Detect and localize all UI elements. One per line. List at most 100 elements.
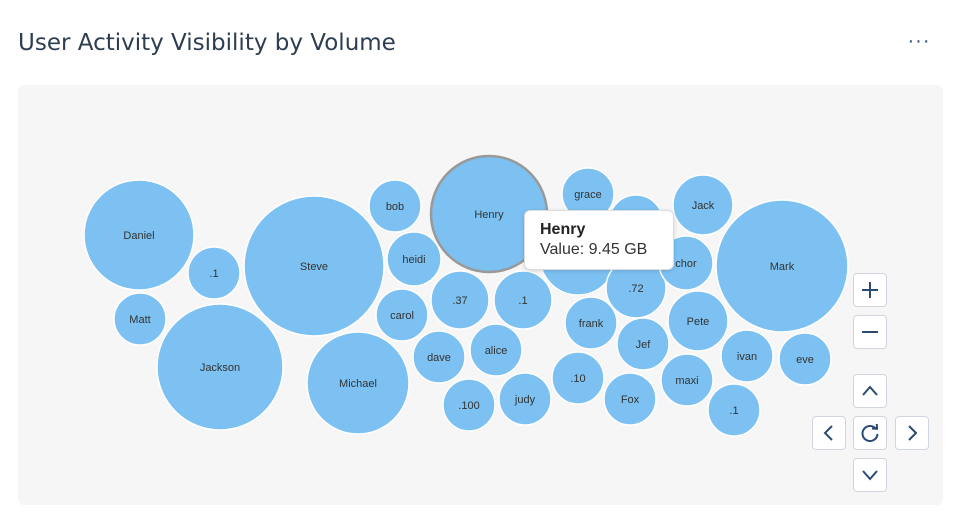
bubble-circle[interactable] [430,270,490,330]
bubble-label: judy [514,394,536,406]
bubble-1[interactable]: .1 [493,270,553,330]
bubble-circle[interactable] [720,329,774,383]
bubble-circle[interactable] [306,331,410,435]
bubble-circle[interactable] [672,174,734,236]
bubble-label: Steve [300,261,328,273]
bubble-circle[interactable] [498,372,552,426]
reset-view-button[interactable] [853,416,887,450]
bubble-circle[interactable] [83,179,195,291]
bubble-label: .10 [570,373,585,385]
bubble-label: Jack [692,200,715,212]
more-options-icon[interactable]: ··· [907,30,931,52]
bubble-Pete[interactable]: Pete [667,290,729,352]
refresh-icon [861,423,879,443]
bubble-Michael[interactable]: Michael [306,331,410,435]
bubble-ivan[interactable]: ivan [720,329,774,383]
chevron-left-icon [823,425,833,441]
bubble-circle[interactable] [386,231,442,287]
chevron-right-icon [908,425,918,441]
bubble-circle[interactable] [375,288,429,342]
zoom-in-button[interactable] [853,273,887,307]
bubble-label: bob [386,201,404,213]
bubble-circle[interactable] [493,270,553,330]
chart-tooltip: Henry Value: 9.45 GB [524,210,674,270]
bubble-label: heidi [402,254,425,266]
chevron-up-icon [862,385,878,396]
bubble-label: Jackson [200,362,240,374]
bubble-eve[interactable]: eve [778,332,832,386]
pan-right-button[interactable] [895,416,929,450]
bubble-label: Henry [474,209,504,221]
bubble-label: .1 [518,295,527,307]
tooltip-value: Value: 9.45 GB [540,241,648,258]
bubble-circle[interactable] [368,179,422,233]
bubble-circle[interactable] [113,292,167,346]
bubble-Fox[interactable]: Fox [603,372,657,426]
page-title: User Activity Visibility by Volume [18,30,396,56]
bubble-circle[interactable] [442,378,496,432]
bubble-1[interactable]: .1 [707,383,761,437]
bubble-alice[interactable]: alice [469,323,523,377]
bubble-circle[interactable] [667,290,729,352]
bubble-Daniel[interactable]: Daniel [83,179,195,291]
bubble-label: Fox [621,394,640,406]
bubble-circle[interactable] [469,323,523,377]
bubble-circle[interactable] [660,353,714,407]
bubble-circle[interactable] [551,351,605,405]
bubble-maxi[interactable]: maxi [660,353,714,407]
bubble-grace[interactable]: grace [561,167,615,221]
pan-up-button[interactable] [853,374,887,408]
bubble-bob[interactable]: bob [368,179,422,233]
bubble-circle[interactable] [564,296,618,350]
bubble-label: carol [390,310,414,322]
bubble-carol[interactable]: carol [375,288,429,342]
bubble-circle[interactable] [156,303,284,431]
bubble-circle[interactable] [715,199,849,333]
bubble-heidi[interactable]: heidi [386,231,442,287]
bubble-Henry[interactable]: Henry [429,154,549,274]
bubble-label: Mark [770,261,795,273]
bubble-label: .1 [729,405,738,417]
bubble-10[interactable]: .10 [551,351,605,405]
bubble-frank[interactable]: frank [564,296,618,350]
bubble-circle[interactable] [603,372,657,426]
bubble-circle[interactable] [243,195,385,337]
bubble-label: .72 [628,283,643,295]
bubble-label: Daniel [123,230,154,242]
bubble-circle[interactable] [187,246,241,300]
bubble-100[interactable]: .100 [442,378,496,432]
bubble-label: Matt [129,314,150,326]
zoom-out-button[interactable] [853,315,887,349]
bubble-Mark[interactable]: Mark [715,199,849,333]
bubble-1[interactable]: .1 [187,246,241,300]
bubble-Matt[interactable]: Matt [113,292,167,346]
bubble-label: eve [796,354,814,366]
bubble-label: ivan [737,351,757,363]
pan-left-button[interactable] [812,416,846,450]
tooltip-name: Henry [540,221,586,238]
bubble-label: .100 [458,400,479,412]
bubble-dave[interactable]: dave [412,330,466,384]
plus-icon [862,282,878,298]
bubble-label: frank [579,318,604,330]
bubble-Jack[interactable]: Jack [672,174,734,236]
bubble-label: dave [427,352,451,364]
bubble-circle[interactable] [707,383,761,437]
bubble-label: .37 [452,295,467,307]
bubble-label: maxi [675,375,698,387]
bubble-37[interactable]: .37 [430,270,490,330]
bubble-label: Jef [636,339,652,351]
bubble-Jackson[interactable]: Jackson [156,303,284,431]
bubble-circle[interactable] [412,330,466,384]
pan-down-button[interactable] [853,458,887,492]
chevron-down-icon [862,470,878,481]
bubble-label: chor [675,258,697,270]
bubble-circle[interactable] [778,332,832,386]
bubble-Jef[interactable]: Jef [616,317,670,371]
bubble-judy[interactable]: judy [498,372,552,426]
bubble-label: Pete [687,316,710,328]
bubble-circle[interactable] [616,317,670,371]
bubble-Steve[interactable]: Steve [243,195,385,337]
bubble-label: alice [485,345,508,357]
